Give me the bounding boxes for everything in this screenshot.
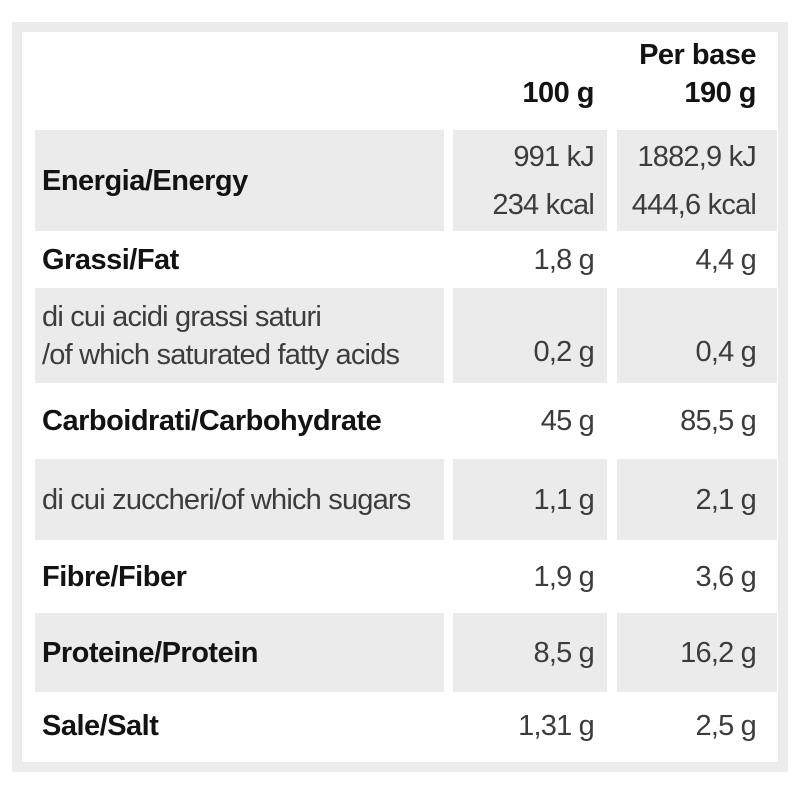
value-per-base-cell: 2,1 g	[617, 459, 777, 540]
column-gap	[607, 459, 617, 540]
row-label: Energia/Energy	[42, 164, 248, 197]
value-100g-cell: 1,8 g	[453, 231, 607, 288]
row-label: di cui zuccheri/of which sugars	[42, 483, 411, 516]
value-100g-kcal: 234 kcal	[492, 188, 594, 221]
row-label-cell: di cui zuccheri/of which sugars	[35, 459, 444, 540]
table-row-carbohydrate: Carboidrati/Carbohydrate 45 g 85,5 g	[35, 383, 777, 459]
value-100g: 1,9 g	[533, 560, 595, 593]
value-100g: 0,2 g	[533, 336, 595, 368]
value-per-base: 16,2 g	[680, 636, 757, 669]
row-label: Carboidrati/Carbohydrate	[42, 405, 382, 437]
header-100g-label: 100 g	[522, 77, 594, 109]
value-per-base: 4,4 g	[695, 243, 757, 276]
table-row-salt: Sale/Salt 1,31 g 2,5 g	[35, 692, 777, 760]
column-gap	[607, 130, 617, 231]
value-per-base: 3,6 g	[695, 560, 757, 593]
table-row-protein: Proteine/Protein 8,5 g 16,2 g	[35, 613, 777, 692]
value-100g-cell: 1,1 g	[453, 459, 607, 540]
value-per-base-cell: 3,6 g	[617, 540, 777, 613]
column-gap	[607, 613, 617, 692]
row-label-cell: di cui acidi grassi saturi /of which sat…	[35, 288, 444, 383]
table-row-fiber: Fibre/Fiber 1,9 g 3,6 g	[35, 540, 777, 613]
column-gap	[444, 130, 453, 231]
row-label: Proteine/Protein	[42, 636, 259, 669]
column-gap	[607, 288, 617, 383]
value-100g-cell: 1,31 g	[453, 692, 607, 760]
value-100g: 1,31 g	[518, 710, 595, 742]
value-100g-cell: 1,9 g	[453, 540, 607, 613]
table-header-row: 100 g Per base 190 g	[35, 35, 777, 130]
value-per-base-cell: 16,2 g	[617, 613, 777, 692]
value-per-base-cell: 2,5 g	[617, 692, 777, 760]
value-100g: 45 g	[540, 405, 595, 437]
value-100g: 8,5 g	[533, 636, 595, 669]
column-gap	[607, 383, 617, 459]
row-label-line2: /of which saturated fatty acids	[42, 338, 400, 371]
column-gap	[607, 692, 617, 760]
row-label-cell: Fibre/Fiber	[35, 540, 444, 613]
column-gap	[444, 459, 453, 540]
row-label-cell: Grassi/Fat	[35, 231, 444, 288]
table-row-energy: Energia/Energy 991 kJ 234 kcal 1882,9 kJ…	[35, 130, 777, 231]
value-per-base-cell: 0,4 g	[617, 288, 777, 383]
table-row-sugars: di cui zuccheri/of which sugars 1,1 g 2,…	[35, 459, 777, 540]
row-label: Fibre/Fiber	[42, 560, 187, 593]
value-per-base: 2,1 g	[695, 483, 757, 516]
column-gap	[444, 540, 453, 613]
value-100g-kj: 991 kJ	[513, 140, 594, 173]
column-gap	[607, 540, 617, 613]
value-per-base-cell: 4,4 g	[617, 231, 777, 288]
row-label: Grassi/Fat	[42, 243, 179, 276]
column-gap	[444, 231, 453, 288]
value-100g: 1,8 g	[533, 243, 595, 276]
row-label-cell: Sale/Salt	[35, 692, 444, 760]
column-gap	[444, 383, 453, 459]
nutrition-table: 100 g Per base 190 g Energia/Energy 991 …	[35, 35, 777, 760]
row-label-cell: Proteine/Protein	[35, 613, 444, 692]
column-gap	[444, 613, 453, 692]
value-100g-cell: 991 kJ 234 kcal	[453, 130, 607, 231]
table-row-fat: Grassi/Fat 1,8 g 4,4 g	[35, 231, 777, 288]
column-gap	[607, 35, 617, 130]
header-col-per-base: Per base 190 g	[617, 35, 777, 130]
header-empty-cell	[35, 35, 444, 130]
row-label: Sale/Salt	[42, 710, 159, 742]
nutrition-label-frame: 100 g Per base 190 g Energia/Energy 991 …	[12, 22, 788, 772]
value-per-base-cell: 85,5 g	[617, 383, 777, 459]
table-row-saturated-fat: di cui acidi grassi saturi /of which sat…	[35, 288, 777, 383]
value-per-base: 0,4 g	[695, 336, 757, 368]
column-gap	[607, 231, 617, 288]
value-base-kcal: 444,6 kcal	[631, 188, 757, 221]
value-100g-cell: 45 g	[453, 383, 607, 459]
value-100g: 1,1 g	[533, 483, 595, 516]
header-col-100g: 100 g	[453, 35, 607, 130]
row-label-cell: Carboidrati/Carbohydrate	[35, 383, 444, 459]
value-per-base: 2,5 g	[695, 710, 757, 742]
header-per-base-line2: 190 g	[684, 77, 756, 109]
column-gap	[444, 288, 453, 383]
header-per-base-line1: Per base	[639, 39, 756, 71]
column-gap	[444, 692, 453, 760]
value-100g-cell: 8,5 g	[453, 613, 607, 692]
value-per-base-cell: 1882,9 kJ 444,6 kcal	[617, 130, 777, 231]
value-100g-cell: 0,2 g	[453, 288, 607, 383]
value-per-base: 85,5 g	[680, 405, 757, 437]
value-base-kj: 1882,9 kJ	[637, 140, 756, 173]
row-label-cell: Energia/Energy	[35, 130, 444, 231]
row-label-line1: di cui acidi grassi saturi	[42, 300, 322, 333]
column-gap	[444, 35, 453, 130]
